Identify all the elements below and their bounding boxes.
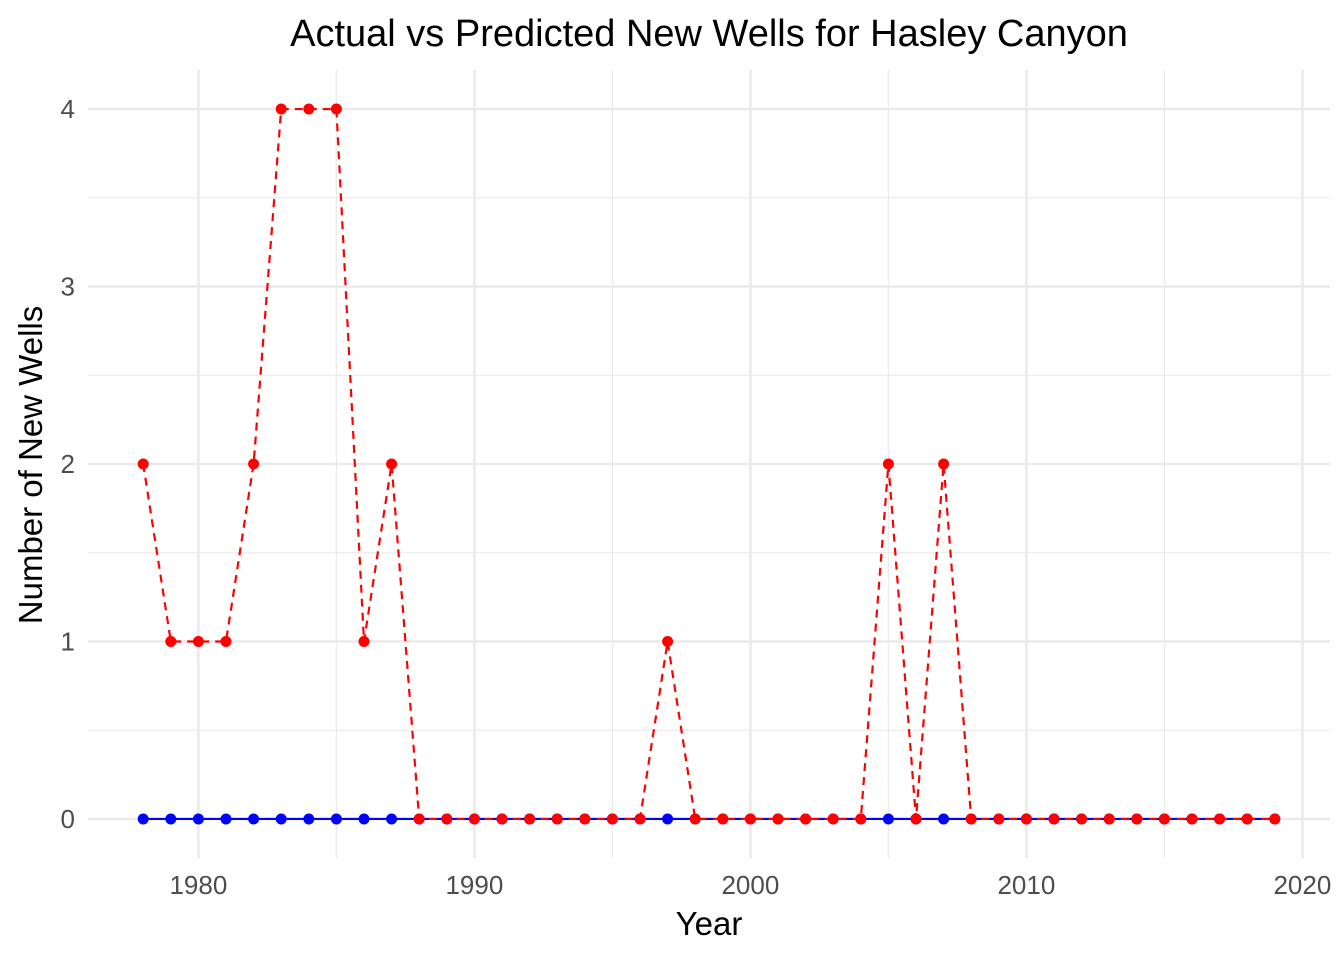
series-2-point bbox=[137, 458, 149, 470]
series-2-point bbox=[606, 813, 618, 825]
series-2-point bbox=[634, 813, 646, 825]
y-axis-title: Number of New Wells bbox=[12, 306, 49, 624]
series-2-point bbox=[303, 103, 315, 115]
series-group bbox=[137, 103, 1281, 825]
series-1-point bbox=[248, 813, 260, 825]
y-tick-label: 3 bbox=[61, 272, 75, 302]
series-2-point bbox=[413, 813, 425, 825]
series-2-point bbox=[1048, 813, 1060, 825]
x-tick-label: 2020 bbox=[1273, 870, 1331, 900]
series-2-point bbox=[1158, 813, 1170, 825]
series-2-point bbox=[1241, 813, 1253, 825]
series-2-point bbox=[524, 813, 536, 825]
x-tick-labels: 1980 1990 2000 2010 2020 bbox=[169, 870, 1331, 900]
series-2-point bbox=[1214, 813, 1226, 825]
series-2-point bbox=[1020, 813, 1032, 825]
series-1-point bbox=[220, 813, 232, 825]
series-2-point bbox=[689, 813, 701, 825]
series-2-point bbox=[496, 813, 508, 825]
series-2-point bbox=[1131, 813, 1143, 825]
series-1-point bbox=[303, 813, 315, 825]
y-tick-labels: 0 1 2 3 4 bbox=[61, 94, 75, 834]
series-2-point bbox=[1076, 813, 1088, 825]
x-tick-label: 2010 bbox=[997, 870, 1055, 900]
chart-title: Actual vs Predicted New Wells for Hasley… bbox=[290, 13, 1128, 55]
x-tick-label: 1990 bbox=[445, 870, 503, 900]
series-2-point bbox=[441, 813, 453, 825]
series-1-point bbox=[165, 813, 177, 825]
series-1-point bbox=[662, 813, 674, 825]
series-2-point bbox=[993, 813, 1005, 825]
y-tick-label: 4 bbox=[61, 94, 75, 124]
y-tick-label: 1 bbox=[61, 626, 75, 656]
series-2-point bbox=[468, 813, 480, 825]
series-2-point bbox=[330, 103, 342, 115]
y-tick-label: 2 bbox=[61, 449, 75, 479]
series-2-point bbox=[275, 103, 287, 115]
series-2-point bbox=[910, 813, 922, 825]
series-2-point bbox=[827, 813, 839, 825]
series-1-point bbox=[938, 813, 950, 825]
series-2-point bbox=[800, 813, 812, 825]
series-2-point bbox=[165, 635, 177, 647]
series-2-point bbox=[192, 635, 204, 647]
series-2-point bbox=[248, 458, 260, 470]
x-tick-label: 2000 bbox=[721, 870, 779, 900]
series-2-point bbox=[662, 635, 674, 647]
series-2-point bbox=[579, 813, 591, 825]
x-axis-title: Year bbox=[676, 905, 743, 942]
series-1-point bbox=[358, 813, 370, 825]
series-2-point bbox=[965, 813, 977, 825]
series-2-point bbox=[358, 635, 370, 647]
series-2-point bbox=[744, 813, 756, 825]
series-2-point bbox=[551, 813, 563, 825]
series-2-point bbox=[717, 813, 729, 825]
series-1-point bbox=[275, 813, 287, 825]
series-2-point bbox=[1103, 813, 1115, 825]
series-2 bbox=[137, 103, 1281, 825]
series-1-point bbox=[137, 813, 149, 825]
series-1-point bbox=[386, 813, 398, 825]
x-tick-label: 1980 bbox=[169, 870, 227, 900]
series-2-point bbox=[1186, 813, 1198, 825]
series-2-point bbox=[1269, 813, 1281, 825]
series-2-point bbox=[386, 458, 398, 470]
series-1-point bbox=[192, 813, 204, 825]
series-2-point bbox=[882, 458, 894, 470]
series-2-point bbox=[220, 635, 232, 647]
series-2-point bbox=[772, 813, 784, 825]
series-2-point bbox=[938, 458, 950, 470]
series-1-point bbox=[330, 813, 342, 825]
y-tick-label: 0 bbox=[61, 804, 75, 834]
series-2-point bbox=[855, 813, 867, 825]
series-1-point bbox=[882, 813, 894, 825]
